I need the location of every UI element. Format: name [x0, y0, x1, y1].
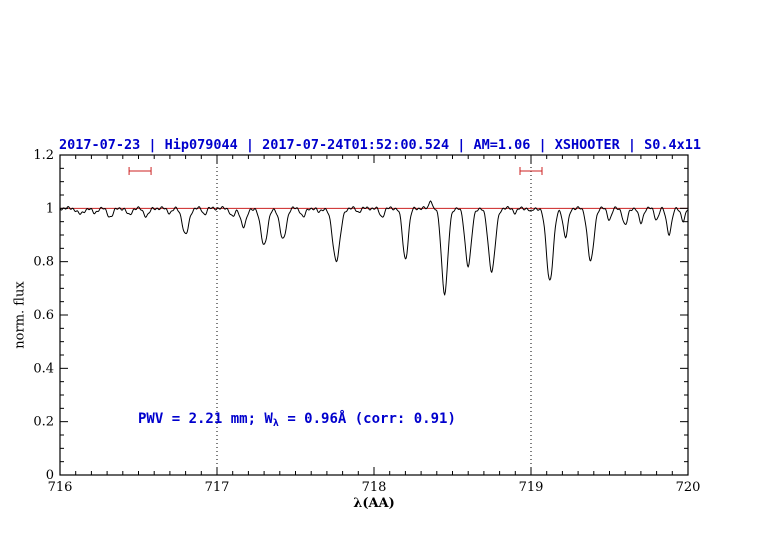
- region-marker: [519, 167, 543, 175]
- region-marker: [128, 167, 152, 175]
- y-tick-label: 1: [46, 201, 54, 216]
- x-tick-label: 719: [519, 480, 544, 495]
- x-tick-label: 716: [48, 480, 73, 495]
- x-axis-label: λ(AA): [353, 496, 395, 511]
- y-tick-label: 0.4: [33, 361, 54, 376]
- x-tick-label: 720: [676, 480, 701, 495]
- pwv-annotation-suffix: = 0.96Å (corr: 0.91): [278, 411, 456, 427]
- pwv-annotation: PWV = 2.21 mm; Wλ = 0.96Å (corr: 0.91): [138, 411, 456, 429]
- x-tick-label: 717: [205, 480, 230, 495]
- pwv-annotation-subscript: λ: [272, 418, 279, 429]
- y-tick-label: 0: [46, 468, 54, 483]
- y-tick-label: 0.2: [33, 415, 54, 430]
- y-tick-label: 0.6: [33, 308, 54, 323]
- spectrum-line: [59, 200, 689, 296]
- x-tick-label: 718: [362, 480, 387, 495]
- y-tick-label: 0.8: [33, 255, 54, 270]
- y-axis-label: norm. flux: [12, 281, 28, 349]
- pwv-annotation-prefix: PWV = 2.21 mm; W: [138, 411, 273, 427]
- plot-title: 2017-07-23 | Hip079044 | 2017-07-24T01:5…: [58, 137, 702, 153]
- y-tick-label: 1.2: [33, 148, 54, 163]
